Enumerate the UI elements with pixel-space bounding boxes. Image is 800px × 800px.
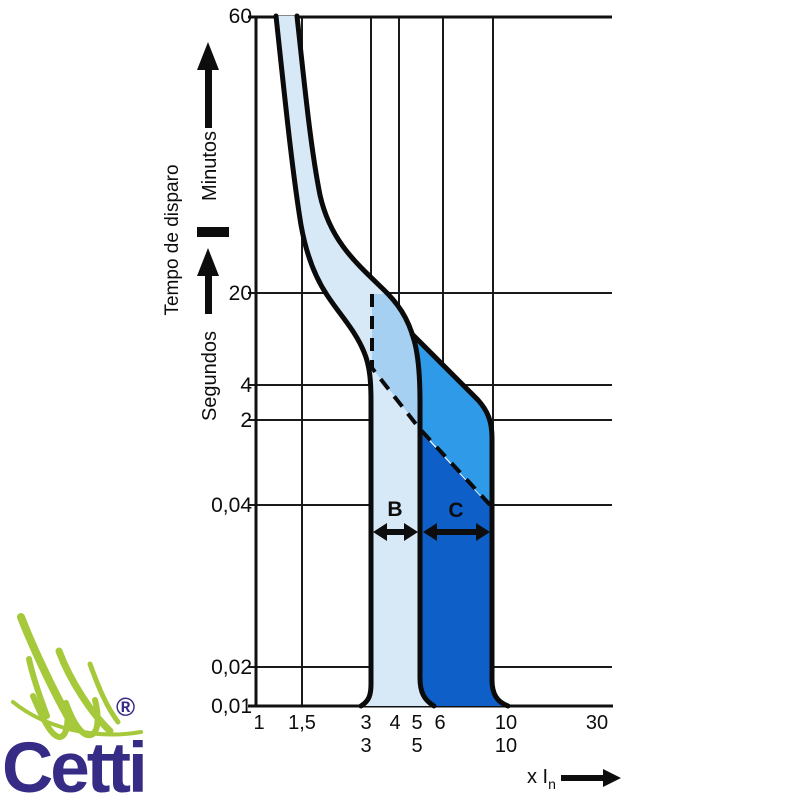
registered-trademark-icon: ®: [116, 692, 135, 722]
y-tick-20: 20: [229, 282, 252, 305]
x-tick-5: 5: [411, 712, 422, 734]
logo-scribble-icon: [11, 613, 143, 740]
x-axis-direction-arrow-icon: [561, 769, 621, 787]
y-tick-0-04: 0,04: [211, 494, 252, 517]
band-c-width-arrow-icon: [423, 523, 490, 541]
x-tick-6: 6: [434, 712, 445, 734]
band-c-magnetic-region: [420, 431, 508, 706]
minutes-up-arrow-icon: [197, 42, 219, 128]
y-tick-2: 2: [240, 409, 252, 432]
curve-b-upper-c-left-boundary: [294, 13, 437, 709]
logo-wordmark: Cetti: [2, 729, 145, 800]
band-c-label: C: [448, 499, 463, 522]
band-b-label: B: [387, 498, 402, 521]
y-axis-minutes-label: Minutos: [199, 131, 221, 201]
axis-scale-break-bar: [197, 227, 229, 237]
x-axis-unit-label: x In: [527, 766, 556, 792]
x-tick-10: 10: [495, 712, 517, 734]
y-tick-60: 60: [229, 5, 252, 28]
x-tick2-3: 3: [360, 735, 371, 757]
cetti-logo: ® Cetti: [2, 613, 148, 800]
x-tick2-5: 5: [411, 735, 422, 757]
band-c-thermal-region: [412, 334, 492, 507]
y-axis-seconds-label: Segundos: [199, 331, 221, 421]
y-tick-0-02: 0,02: [211, 656, 252, 679]
curve-c-upper-boundary: [409, 331, 511, 709]
y-tick-0-01: 0,01: [211, 695, 252, 718]
x-tick-4: 4: [389, 712, 400, 734]
y-tick-4: 4: [240, 374, 252, 397]
seconds-up-arrow-icon: [197, 248, 219, 314]
curve-b-lower-boundary: [273, 13, 374, 709]
x-tick-1: 1: [253, 712, 264, 734]
band-b-width-arrow-icon: [373, 523, 418, 541]
x-tick-1-5: 1,5: [288, 712, 316, 734]
y-axis-title: Tempo de disparo: [162, 164, 183, 315]
x-tick2-10: 10: [495, 735, 517, 757]
x-tick-3: 3: [360, 712, 371, 734]
x-tick-30: 30: [586, 712, 608, 734]
curve-c-lower-boundary-dashed: [370, 294, 494, 509]
